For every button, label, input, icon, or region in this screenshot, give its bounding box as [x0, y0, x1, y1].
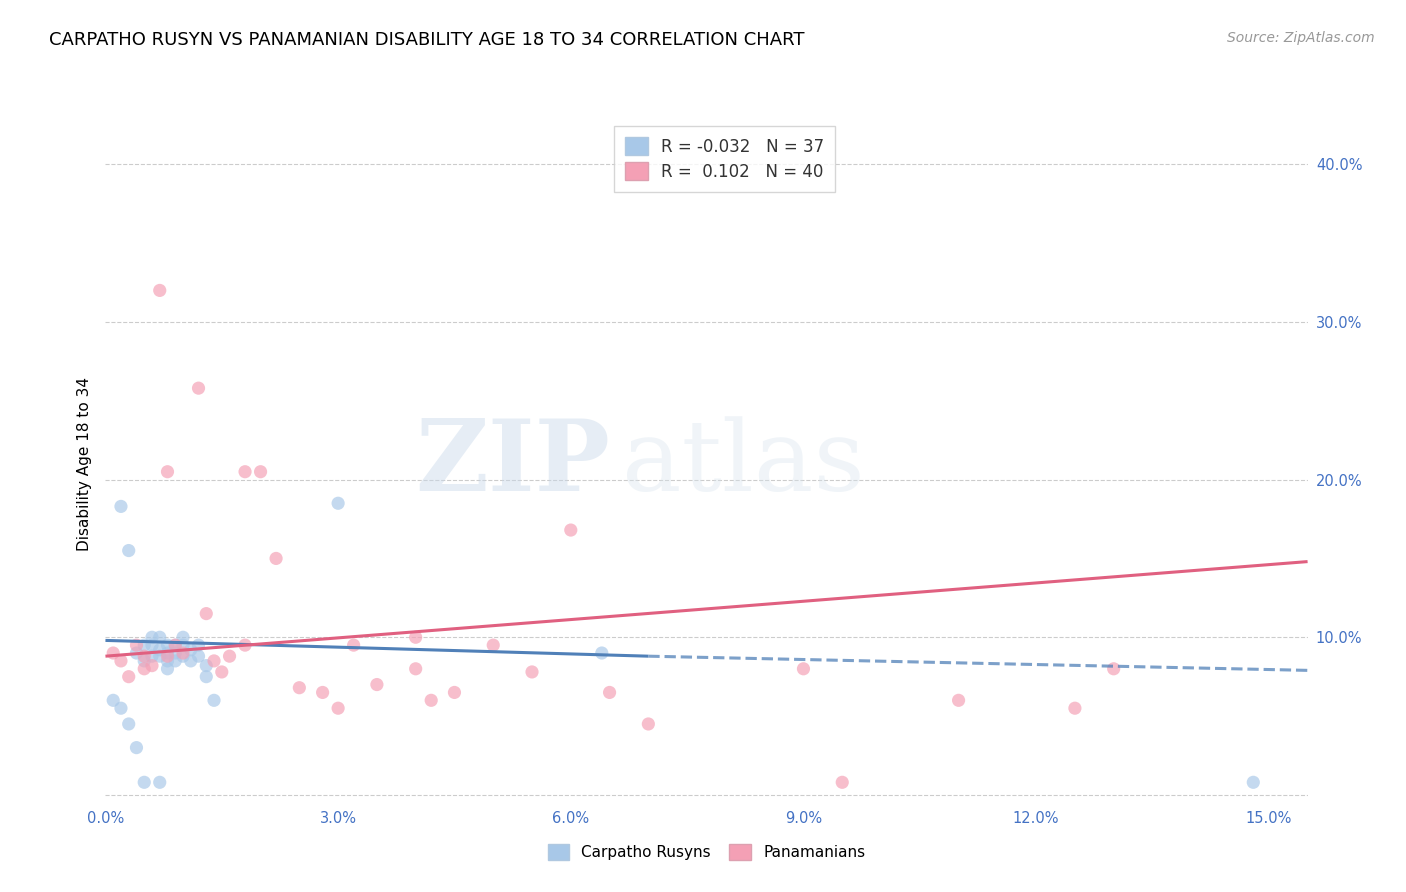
- Point: [165, 638, 187, 652]
- Point: [482, 638, 505, 652]
- Point: [118, 670, 141, 684]
- Point: [156, 649, 179, 664]
- Point: [211, 665, 233, 679]
- Point: [125, 638, 148, 652]
- Point: [118, 717, 141, 731]
- Point: [180, 654, 202, 668]
- Point: [172, 649, 194, 664]
- Point: [792, 662, 814, 676]
- Point: [1241, 775, 1264, 789]
- Point: [311, 685, 333, 699]
- Point: [218, 649, 240, 664]
- Point: [187, 638, 209, 652]
- Point: [149, 775, 172, 789]
- Point: [156, 646, 179, 660]
- Text: atlas: atlas: [623, 416, 865, 512]
- Point: [141, 649, 163, 664]
- Point: [165, 638, 187, 652]
- Point: [831, 775, 853, 789]
- Point: [141, 630, 163, 644]
- Point: [420, 693, 443, 707]
- Point: [125, 740, 148, 755]
- Point: [141, 638, 163, 652]
- Point: [149, 284, 172, 298]
- Text: CARPATHO RUSYN VS PANAMANIAN DISABILITY AGE 18 TO 34 CORRELATION CHART: CARPATHO RUSYN VS PANAMANIAN DISABILITY …: [49, 31, 804, 49]
- Point: [288, 681, 311, 695]
- Point: [326, 701, 349, 715]
- Point: [187, 381, 209, 395]
- Text: Source: ZipAtlas.com: Source: ZipAtlas.com: [1227, 31, 1375, 45]
- Point: [156, 654, 179, 668]
- Point: [103, 646, 125, 660]
- Point: [149, 649, 172, 664]
- Point: [172, 646, 194, 660]
- Point: [134, 638, 156, 652]
- Point: [172, 638, 194, 652]
- Point: [343, 638, 366, 652]
- Point: [141, 658, 163, 673]
- Point: [1064, 701, 1087, 715]
- Point: [520, 665, 543, 679]
- Point: [134, 649, 156, 664]
- Point: [264, 551, 287, 566]
- Point: [405, 630, 427, 644]
- Point: [110, 701, 132, 715]
- Point: [103, 693, 125, 707]
- Point: [156, 662, 179, 676]
- Point: [118, 543, 141, 558]
- Point: [202, 654, 225, 668]
- Point: [366, 677, 388, 691]
- Point: [125, 646, 148, 660]
- Point: [405, 662, 427, 676]
- Point: [195, 658, 218, 673]
- Point: [202, 693, 225, 707]
- Point: [637, 717, 659, 731]
- Legend: Carpatho Rusyns, Panamanians: Carpatho Rusyns, Panamanians: [541, 838, 872, 866]
- Point: [134, 654, 156, 668]
- Point: [156, 465, 179, 479]
- Point: [134, 662, 156, 676]
- Point: [443, 685, 465, 699]
- Text: ZIP: ZIP: [415, 416, 610, 512]
- Point: [591, 646, 613, 660]
- Point: [149, 643, 172, 657]
- Point: [249, 465, 271, 479]
- Point: [948, 693, 970, 707]
- Point: [1102, 662, 1125, 676]
- Point: [326, 496, 349, 510]
- Point: [134, 775, 156, 789]
- Point: [110, 500, 132, 514]
- Point: [165, 646, 187, 660]
- Point: [233, 465, 256, 479]
- Point: [110, 654, 132, 668]
- Point: [180, 643, 202, 657]
- Point: [599, 685, 621, 699]
- Point: [195, 670, 218, 684]
- Point: [560, 523, 582, 537]
- Point: [233, 638, 256, 652]
- Point: [187, 649, 209, 664]
- Point: [165, 654, 187, 668]
- Point: [195, 607, 218, 621]
- Point: [156, 638, 179, 652]
- Point: [149, 630, 172, 644]
- Point: [172, 630, 194, 644]
- Y-axis label: Disability Age 18 to 34: Disability Age 18 to 34: [77, 376, 93, 551]
